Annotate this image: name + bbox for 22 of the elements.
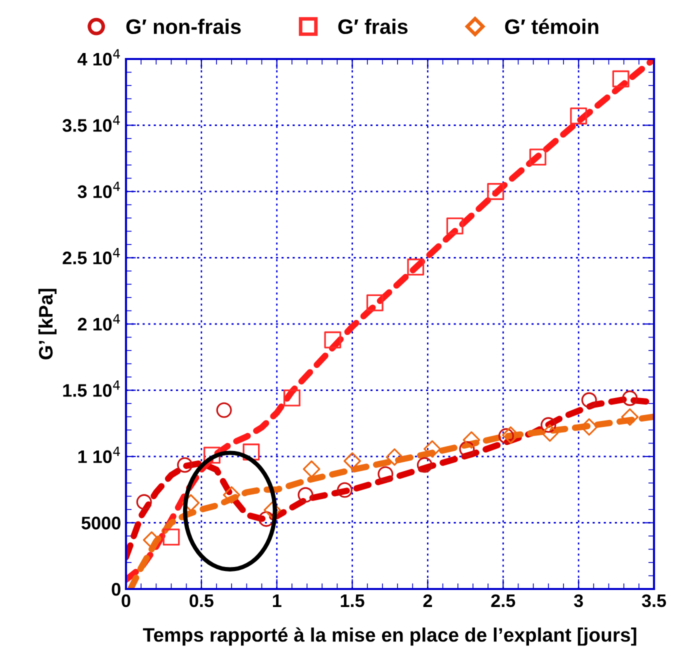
legend-label: G′ non-frais [126,18,241,34]
y-axis-title: G’ [kPa] [38,288,57,360]
x-tick-label: 2.5 [491,594,516,608]
y-tick-label: 2 10$^{4}$ [78,314,120,331]
y-tick-label: 1 10$^{4}$ [78,446,120,464]
y-tick-label: 3 10$^{4}$ [78,182,120,198]
legend-label: G′ témoin [505,18,598,34]
x-axis-title: Temps rapporté à la mise en place de l’explant [jours] [142,627,636,646]
y-tick-label: 4 10$^{4}$ [78,49,120,66]
x-tick-label: 1 [272,594,282,607]
y-tick-label: 0 [112,582,120,596]
y-tick-label: 2.5 10$^{4}$ [62,248,120,264]
legend-label: G′ frais [338,18,408,34]
x-tick-label: 0 [122,594,130,608]
y-tick-label: 1.5 10$^{4}$ [63,380,120,397]
y-tick-label: 5000 [82,516,120,530]
x-tick-label: 0.5 [190,594,214,608]
x-tick-label: 3.5 [642,594,666,608]
x-tick-label: 1.5 [340,594,364,608]
x-tick-label: 2 [423,594,432,607]
x-tick-label: 3 [574,594,583,608]
y-tick-label: 3.5 10$^{4}$ [62,116,120,132]
